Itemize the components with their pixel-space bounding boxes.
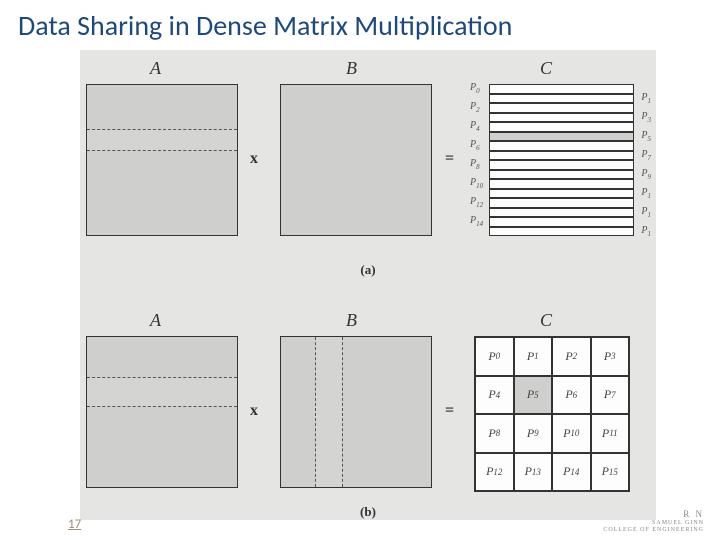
highlight-row-band-b (87, 377, 237, 407)
c-strip: P8 (489, 160, 634, 170)
proc-label-right: P7 (641, 149, 651, 162)
label-b2: B (346, 310, 357, 331)
proc-label-right: P1 (641, 92, 651, 105)
c-strip: P14 (489, 217, 634, 227)
matrix-c1: P0P1P2P3P4P5P6P7P8P9P10P1P12P1P14P1 (474, 84, 654, 236)
c-strip: P1 (489, 94, 634, 104)
proc-label-left: P12 (470, 196, 483, 209)
proc-label-right: P9 (641, 168, 651, 181)
c-grid-cell: P11 (591, 414, 630, 453)
c-strip: P4 (489, 122, 634, 132)
proc-label-left: P14 (470, 215, 483, 228)
matrix-a2 (86, 336, 238, 488)
c-grid-cell: P12 (475, 453, 514, 492)
c-grid-cell: P9 (514, 414, 553, 453)
proc-label-left: P0 (470, 82, 480, 95)
footer-line1: R N (603, 509, 704, 520)
c-strip: P10 (489, 179, 634, 189)
c-strip: P2 (489, 103, 634, 113)
c-grid-cell: P14 (552, 453, 591, 492)
c-strip: P3 (489, 113, 634, 123)
matrix-b1 (280, 84, 432, 236)
label-b1: B (346, 58, 357, 79)
slide-title: Data Sharing in Dense Matrix Multiplicat… (0, 0, 720, 47)
label-a2: A (150, 310, 161, 331)
c-strip: P5 (489, 132, 634, 142)
equals-2: = (445, 402, 454, 420)
page-number: 17 (68, 517, 81, 532)
c-grid-cell: P1 (514, 337, 553, 376)
footer-line2: SAMUEL GINNCOLLEGE OF ENGINEERING (603, 520, 704, 534)
c-strip: P1 (489, 208, 634, 218)
c-strip: P1 (489, 189, 634, 199)
c-strip: P9 (489, 170, 634, 180)
proc-label-left: P4 (470, 120, 480, 133)
subfigure-b: A B C x = P0P1P2P3P4P5P6P7P8P9P10P11P12P… (80, 310, 656, 510)
label-c2: C (540, 310, 552, 331)
c-strip: P12 (489, 198, 634, 208)
c-grid-cell: P15 (591, 453, 630, 492)
proc-label-right: P1 (641, 206, 651, 219)
c-strip: P0 (489, 84, 634, 94)
c-strip: P1 (489, 227, 634, 237)
c-strip: P6 (489, 141, 634, 151)
equals-1: = (445, 150, 454, 168)
proc-label-left: P8 (470, 158, 480, 171)
proc-label-left: P2 (470, 101, 480, 114)
proc-label-right: P5 (641, 130, 651, 143)
c-grid-cell: P4 (475, 376, 514, 415)
c-grid-cell: P0 (475, 337, 514, 376)
c-grid-cell: P3 (591, 337, 630, 376)
label-a1: A (150, 58, 161, 79)
c-grid-cell: P8 (475, 414, 514, 453)
matrix-c2: P0P1P2P3 P4P5P6P7 P8P9P10P11 P12P13P14P15 (474, 336, 630, 492)
label-c1: C (540, 58, 552, 79)
times-1: x (250, 150, 258, 168)
proc-label-left: P6 (470, 139, 480, 152)
c-grid-cell: P13 (514, 453, 553, 492)
times-2: x (250, 402, 258, 420)
proc-label-right: P3 (641, 111, 651, 124)
matrix-b2 (280, 336, 432, 488)
c-grid-cell: P2 (552, 337, 591, 376)
proc-label-left: P10 (470, 177, 483, 190)
c-grid-cell: P7 (591, 376, 630, 415)
figure-area: A B C x = P0P1P2P3P4P5P6P7P8P9P10P1P12P1… (80, 50, 656, 520)
proc-label-right: P1 (641, 225, 651, 238)
c-grid-cell: P6 (552, 376, 591, 415)
subfig-label-b: (b) (80, 504, 656, 520)
c-strip: P7 (489, 151, 634, 161)
subfig-label-a: (a) (80, 262, 656, 278)
subfigure-a: A B C x = P0P1P2P3P4P5P6P7P8P9P10P1P12P1… (80, 58, 656, 258)
highlight-row-band (87, 129, 237, 151)
c-grid-cell: P10 (552, 414, 591, 453)
proc-label-right: P1 (641, 187, 651, 200)
c-grid-cell: P5 (514, 376, 553, 415)
footer-branding: R N SAMUEL GINNCOLLEGE OF ENGINEERING (603, 509, 704, 534)
matrix-a1 (86, 84, 238, 236)
highlight-col-band (315, 337, 343, 487)
